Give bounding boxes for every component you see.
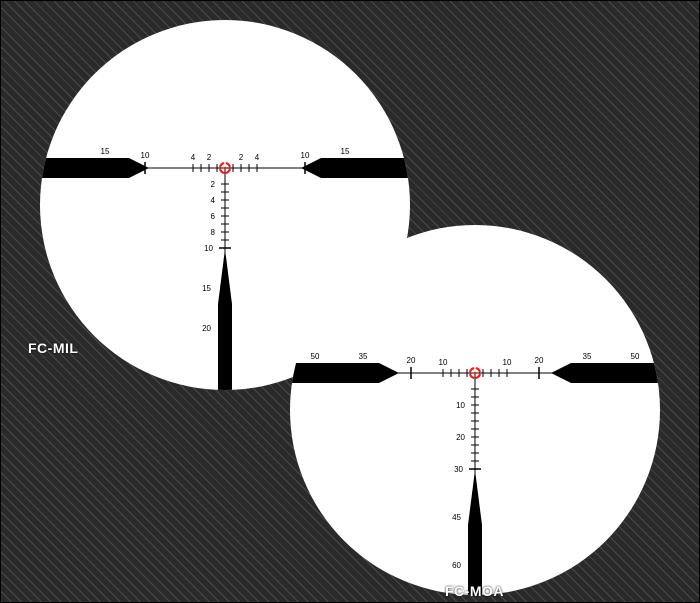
svg-text:6: 6 <box>211 212 216 221</box>
svg-text:15: 15 <box>341 147 350 156</box>
svg-text:10: 10 <box>456 401 465 410</box>
svg-text:15: 15 <box>202 284 211 293</box>
svg-text:4: 4 <box>255 153 260 162</box>
svg-text:10: 10 <box>204 244 213 253</box>
stage: 4 2 2 4 10 10 15 15 2 4 6 8 10 15 20 FC-MIL 10 10 20 20 35… <box>0 0 700 603</box>
svg-text:60: 60 <box>452 561 461 570</box>
scope-fc-moa: 10 10 20 20 35 35 50 50 10 20 30 45 60 <box>290 225 660 595</box>
caption-fc-moa: FC-MOA <box>445 583 504 599</box>
svg-text:30: 30 <box>454 465 463 474</box>
svg-text:20: 20 <box>535 356 544 365</box>
svg-text:8: 8 <box>211 228 216 237</box>
svg-text:15: 15 <box>101 147 110 156</box>
reticle-fc-moa: 10 10 20 20 35 35 50 50 10 20 30 45 60 <box>290 225 660 595</box>
svg-text:10: 10 <box>141 151 150 160</box>
svg-text:2: 2 <box>211 180 216 189</box>
svg-text:4: 4 <box>191 153 196 162</box>
caption-fc-mil: FC-MIL <box>28 340 78 356</box>
svg-text:50: 50 <box>631 352 640 361</box>
svg-text:10: 10 <box>301 151 310 160</box>
svg-text:35: 35 <box>583 352 592 361</box>
svg-text:2: 2 <box>239 153 244 162</box>
svg-text:10: 10 <box>439 358 448 367</box>
svg-text:35: 35 <box>359 352 368 361</box>
svg-text:2: 2 <box>207 153 212 162</box>
svg-text:20: 20 <box>456 433 465 442</box>
svg-text:20: 20 <box>202 324 211 333</box>
svg-text:45: 45 <box>452 513 461 522</box>
svg-text:4: 4 <box>211 196 216 205</box>
svg-text:20: 20 <box>407 356 416 365</box>
svg-text:50: 50 <box>311 352 320 361</box>
svg-text:10: 10 <box>503 358 512 367</box>
